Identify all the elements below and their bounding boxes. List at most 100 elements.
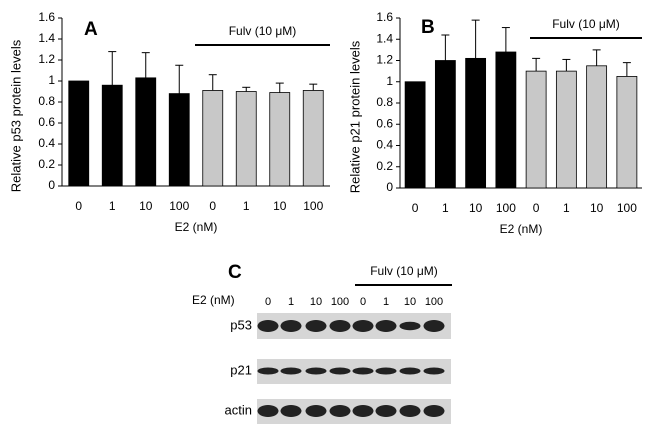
y-tick-label: 0.4 [38, 136, 55, 150]
band [280, 405, 302, 417]
error-bar [562, 58, 571, 72]
x-tick-label: 1 [442, 201, 449, 215]
error-bar [141, 52, 150, 78]
y-tick-label: 1.2 [38, 52, 55, 66]
error-bar [108, 51, 117, 86]
annotation: Fulv (10 μM) [552, 17, 620, 31]
band [423, 320, 445, 332]
band [375, 367, 397, 375]
blot-layout [257, 284, 452, 424]
band [305, 367, 327, 375]
x-axis-label: E2 (nM) [500, 222, 543, 236]
bar [235, 91, 257, 187]
error-bar [242, 86, 251, 92]
band [352, 367, 374, 375]
x-tick-label: 100 [496, 201, 516, 215]
bar [101, 84, 123, 187]
x-tick-label: 10 [273, 199, 287, 213]
bar [555, 70, 577, 189]
panel-label: B [421, 17, 435, 38]
lane-label: 10 [404, 296, 416, 308]
x-tick-label: 1 [563, 201, 570, 215]
bar [465, 57, 487, 189]
lane-label: 0 [360, 296, 366, 308]
band [280, 367, 302, 375]
band [257, 367, 279, 375]
x-axis-label: E2 (nM) [175, 220, 218, 234]
e2-label: E2 (nM) [192, 293, 235, 307]
error-bar [592, 49, 601, 66]
band [257, 405, 279, 417]
error-bar [501, 27, 510, 52]
row-label: p53 [230, 317, 252, 332]
band [305, 405, 327, 417]
error-bar [309, 83, 318, 91]
bar [586, 65, 608, 189]
y-axis-label: Relative p21 protein levels [347, 40, 362, 193]
y-tick-label: 0 [386, 180, 393, 194]
error-bar [471, 19, 480, 59]
x-tick-label: 100 [303, 199, 323, 213]
band [329, 320, 351, 332]
band [280, 320, 302, 332]
panel-label: C [228, 262, 242, 283]
band [329, 367, 351, 375]
band [423, 405, 445, 417]
lane-label: 100 [331, 296, 349, 308]
band [257, 320, 279, 332]
lane-label: 100 [425, 296, 443, 308]
x-tick-label: 10 [469, 201, 483, 215]
error-bar [532, 57, 541, 72]
treatment-label: Fulv (10 μM) [370, 264, 438, 278]
y-tick-label: 1.4 [38, 31, 55, 45]
row-label: p21 [230, 362, 252, 377]
band [352, 320, 374, 332]
y-tick-label: 1.2 [376, 53, 393, 67]
bar [202, 90, 224, 187]
error-bar [275, 82, 284, 93]
x-tick-label: 1 [243, 199, 250, 213]
y-tick-label: 1.6 [376, 10, 393, 24]
bar [135, 77, 157, 187]
y-tick-label: 1 [386, 74, 393, 88]
band [375, 405, 397, 417]
row-label: actin [225, 402, 252, 417]
bar [68, 80, 90, 187]
bar [616, 76, 638, 189]
lane-label: 1 [383, 296, 389, 308]
x-tick-label: 10 [590, 201, 604, 215]
x-tick-label: 0 [209, 199, 216, 213]
y-tick-label: 0.8 [376, 95, 393, 109]
bar [495, 51, 517, 189]
y-tick-label: 1.4 [376, 31, 393, 45]
band [375, 320, 397, 332]
x-tick-label: 100 [169, 199, 189, 213]
bar [302, 90, 324, 187]
lane-label: 10 [310, 296, 322, 308]
band [423, 367, 445, 375]
band [329, 405, 351, 417]
band [399, 321, 421, 331]
x-tick-label: 0 [533, 201, 540, 215]
x-tick-label: 1 [109, 199, 116, 213]
bar [434, 60, 456, 189]
y-tick-label: 0.4 [376, 138, 393, 152]
annotation: Fulv (10 μM) [229, 24, 297, 38]
bar [525, 70, 547, 189]
band [305, 320, 327, 332]
error-bar [175, 64, 184, 94]
error-bar [208, 74, 217, 91]
y-tick-label: 0.8 [38, 94, 55, 108]
band [399, 405, 421, 417]
error-bar [441, 34, 450, 61]
x-tick-label: 0 [75, 199, 82, 213]
y-tick-label: 0.2 [376, 159, 393, 173]
y-tick-label: 0 [48, 178, 55, 192]
bar [269, 92, 291, 187]
y-tick-label: 0.2 [38, 157, 55, 171]
x-tick-label: 0 [412, 201, 419, 215]
error-bar [622, 62, 631, 77]
y-tick-label: 1 [48, 73, 55, 87]
band [399, 367, 421, 375]
